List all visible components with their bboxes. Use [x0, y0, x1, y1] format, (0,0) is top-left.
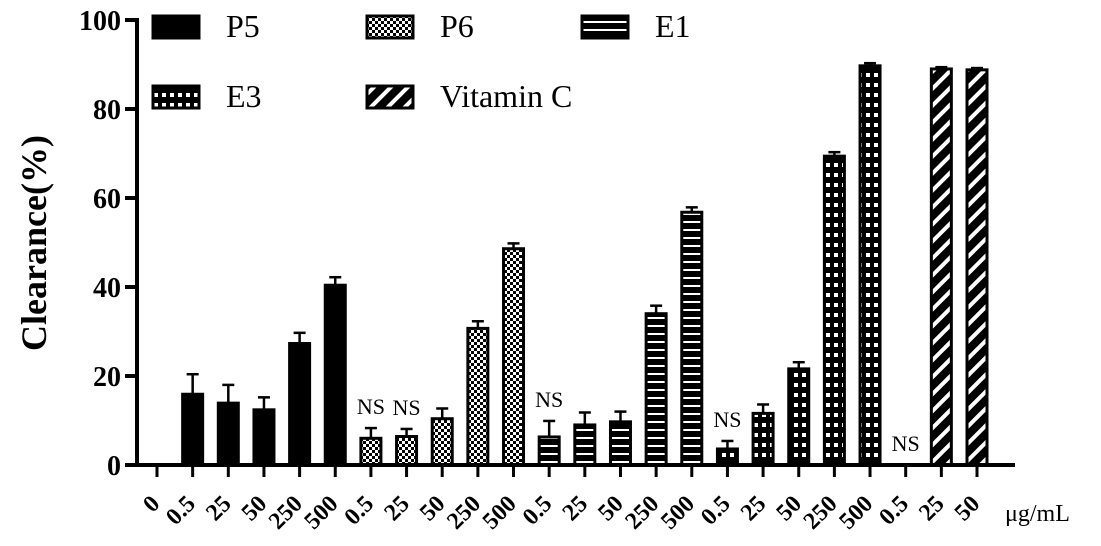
- legend-label: P6: [440, 8, 474, 44]
- bar: [787, 367, 811, 467]
- y-tick-label: 60: [93, 184, 121, 215]
- bar: [430, 417, 454, 467]
- x-tick-label: 0.5: [696, 491, 736, 531]
- legend: P5 P6 E1 E3 Vitamin C: [151, 8, 691, 114]
- x-tick-label: 500: [300, 491, 344, 535]
- x-tick-label: 50: [593, 491, 628, 526]
- legend-swatch: [151, 84, 201, 110]
- x-tick-label: 50: [950, 491, 985, 526]
- y-axis-label: Clearance(%): [14, 135, 54, 351]
- x-tick-label: 25: [914, 491, 949, 526]
- bar: [573, 423, 597, 467]
- x-tick-label: 0.5: [874, 491, 914, 531]
- y-tick-label: 80: [93, 95, 121, 126]
- bar: [502, 247, 526, 467]
- bar: [288, 342, 312, 467]
- bar: [395, 435, 419, 467]
- x-tick-label: 500: [478, 491, 522, 535]
- x-tick-label: 50: [415, 491, 450, 526]
- bar: [644, 312, 668, 467]
- legend-label: E3: [226, 78, 262, 114]
- bar: [252, 408, 276, 467]
- bar: [466, 326, 490, 467]
- legend-label: P5: [226, 8, 260, 44]
- x-tick-label: 0.5: [340, 491, 380, 531]
- ns-annotation: NS: [713, 407, 741, 432]
- x-tick-label: 0.5: [518, 491, 558, 531]
- bars: NS NS NS NS NS: [181, 61, 989, 467]
- ns-annotation: NS: [535, 387, 563, 412]
- x-tick-label: 250: [799, 491, 843, 535]
- legend-swatch: [365, 14, 415, 40]
- x-tick-label: 50: [772, 491, 807, 526]
- x-tick-label: 0: [138, 491, 165, 518]
- bar: [715, 447, 739, 467]
- bar: [858, 64, 882, 467]
- legend-swatch: [365, 84, 415, 110]
- bar: [929, 67, 953, 467]
- x-tick-label: 50: [237, 491, 272, 526]
- legend-swatch: [151, 14, 201, 40]
- bar: [216, 401, 240, 467]
- bar: [680, 210, 704, 467]
- legend-swatch: [580, 14, 630, 40]
- bar: [751, 411, 775, 467]
- x-tick-label: 0.5: [161, 491, 201, 531]
- x-tick-label: 25: [558, 491, 593, 526]
- x-tick-label: 500: [834, 491, 878, 535]
- bar: [822, 154, 846, 467]
- y-tick-label: 100: [79, 6, 121, 37]
- y-tick-label: 40: [93, 273, 121, 304]
- bar: [965, 68, 989, 467]
- bar: [537, 435, 561, 467]
- x-tick-label: 500: [656, 491, 700, 535]
- y-tick-label: 0: [107, 451, 121, 482]
- y-axis: 0 20 40 60 80 100: [79, 6, 139, 482]
- x-tick-label: 25: [736, 491, 771, 526]
- bar: [608, 420, 632, 467]
- ns-annotation: NS: [357, 394, 385, 419]
- bar: [359, 436, 383, 467]
- x-tick-label: 250: [442, 491, 486, 535]
- x-tick-label: 25: [379, 491, 414, 526]
- bar: [323, 283, 347, 467]
- y-tick-label: 20: [93, 362, 121, 393]
- x-tick-label: 250: [264, 491, 308, 535]
- legend-label: E1: [655, 8, 691, 44]
- x-tick-label: 250: [621, 491, 665, 535]
- bar: [181, 392, 205, 467]
- ns-annotation: NS: [892, 431, 920, 456]
- legend-label: Vitamin C: [440, 78, 572, 114]
- x-tick-label: 25: [201, 491, 236, 526]
- x-unit-label: μg/mL: [1005, 501, 1070, 527]
- ns-annotation: NS: [393, 395, 421, 420]
